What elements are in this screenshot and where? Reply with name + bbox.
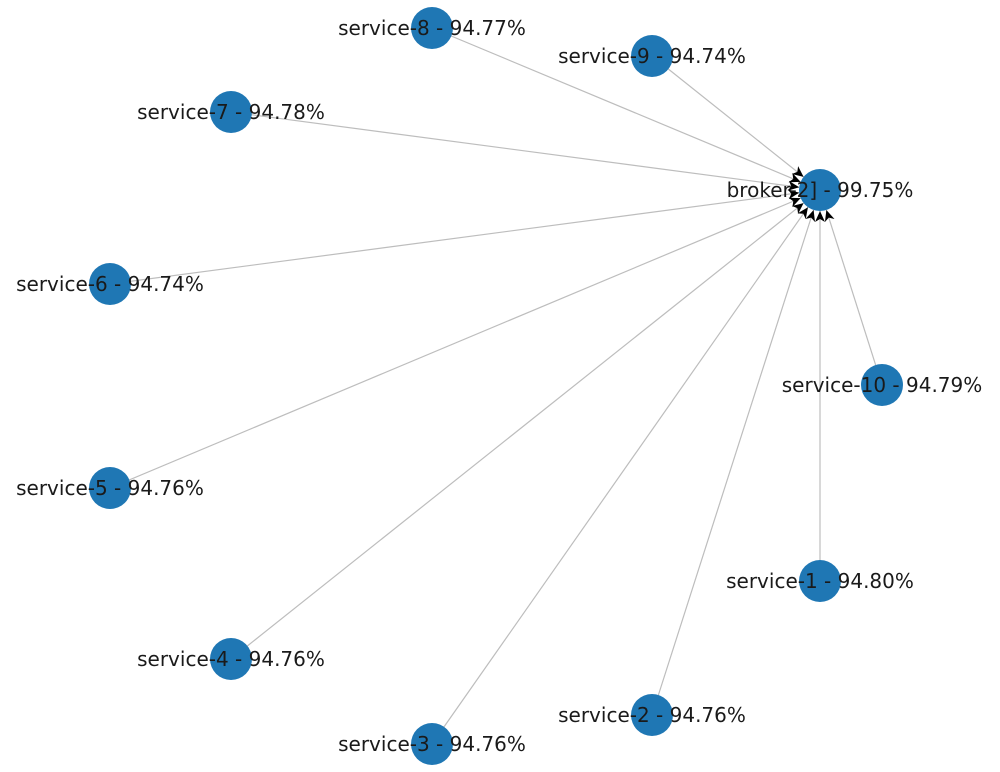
arrowhead-service-7 — [787, 180, 800, 191]
arrowhead-service-2 — [805, 210, 816, 223]
edge-service-9-to-broker — [651, 55, 804, 178]
edge-service-6-to-broker — [109, 192, 800, 285]
arrowheads-layer — [787, 166, 835, 223]
node-service-8[interactable] — [411, 7, 453, 49]
edge-service-3-to-broker — [431, 206, 809, 745]
node-label-service-6: service-6 - 94.74% — [16, 272, 204, 296]
edge-service-4-to-broker — [230, 202, 804, 660]
arrowhead-service-3 — [797, 207, 808, 220]
node-label-broker: broker-2] - 99.75% — [727, 178, 914, 202]
node-label-service-10: service-10 - 94.79% — [782, 373, 983, 397]
node-label-service-1: service-1 - 94.80% — [726, 569, 914, 593]
edge-service-10-to-broker — [825, 209, 883, 386]
node-label-service-3: service-3 - 94.76% — [338, 732, 526, 756]
node-label-service-8: service-8 - 94.77% — [338, 16, 526, 40]
arrowhead-service-5 — [788, 197, 801, 207]
arrowhead-service-4 — [791, 203, 804, 214]
nodes-layer — [89, 7, 903, 765]
node-service-9[interactable] — [631, 35, 673, 77]
node-label-service-5: service-5 - 94.76% — [16, 476, 204, 500]
edge-service-8-to-broker — [431, 27, 801, 183]
arrowhead-service-9 — [791, 166, 804, 177]
node-service-1[interactable] — [799, 560, 841, 602]
edges-layer — [109, 27, 883, 745]
node-service-2[interactable] — [631, 694, 673, 736]
edge-service-7-to-broker — [230, 111, 800, 188]
node-service-6[interactable] — [89, 263, 131, 305]
node-label-service-7: service-7 - 94.78% — [137, 100, 325, 124]
node-service-4[interactable] — [210, 638, 252, 680]
arrowhead-service-8 — [788, 173, 801, 183]
arrowhead-service-10 — [824, 210, 835, 223]
edge-service-5-to-broker — [109, 197, 801, 489]
arrowhead-service-1 — [815, 211, 825, 222]
node-label-service-2: service-2 - 94.76% — [558, 703, 746, 727]
node-label-service-4: service-4 - 94.76% — [137, 647, 325, 671]
node-service-10[interactable] — [861, 364, 903, 406]
node-broker[interactable] — [799, 169, 841, 211]
node-service-3[interactable] — [411, 723, 453, 765]
arrowhead-service-6 — [787, 189, 800, 200]
labels-layer: broker-2] - 99.75% service-8 - 94.77% serv… — [16, 16, 982, 756]
node-label-service-9: service-9 - 94.74% — [558, 44, 746, 68]
node-service-5[interactable] — [89, 467, 131, 509]
edge-service-2-to-broker — [651, 209, 815, 716]
node-service-7[interactable] — [210, 91, 252, 133]
